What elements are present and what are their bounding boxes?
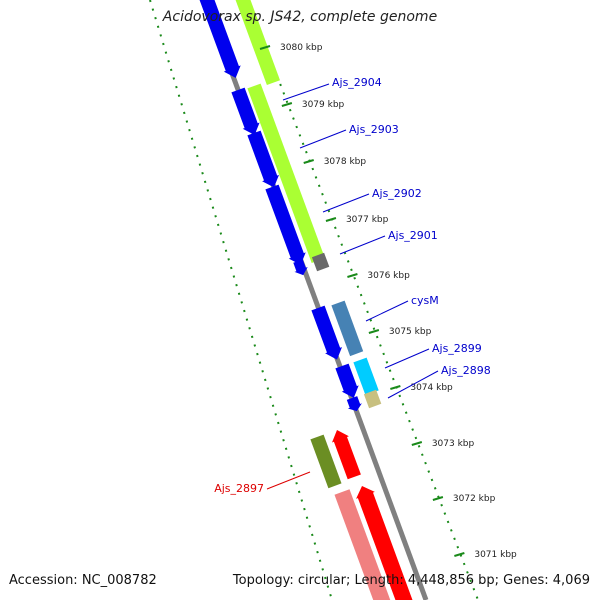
gene-feature-ajs-2898 <box>346 396 362 412</box>
scale-tick-mark <box>390 385 401 390</box>
gene-label: Ajs_2901 <box>388 229 438 242</box>
scale-tick-mark <box>454 552 465 557</box>
gene-feature-ajs-2901 <box>293 259 308 276</box>
gene-feature-ajs-2905 <box>199 0 241 78</box>
scale-tick-mark <box>281 102 293 107</box>
scale-tick-mark <box>303 159 315 164</box>
scale-tick-label: 3079 kbp <box>302 100 345 110</box>
map-title: Acidovorax sp. JS42, complete genome <box>162 9 438 25</box>
gene-label: Ajs_2897 <box>214 482 264 495</box>
gene-label-leader-line <box>282 83 330 101</box>
gene-label: Ajs_2899 <box>432 342 482 355</box>
gene-label: Ajs_2898 <box>441 364 491 377</box>
scale-tick-label: 3072 kbp <box>453 494 496 504</box>
feature-light-green-1 <box>235 0 280 85</box>
scale-tick-label: 3078 kbp <box>324 157 367 167</box>
gene-feature-ajs-2899 <box>335 363 359 398</box>
scale-tick-label: 3076 kbp <box>367 271 410 281</box>
topology-summary: Topology: circular; Length: 4,448,856 bp… <box>232 573 590 588</box>
feature-red-upper <box>332 430 361 480</box>
gene-label-leader-line <box>322 193 370 213</box>
gene-label-leader-line <box>299 129 347 149</box>
feature-gray <box>311 252 330 272</box>
gene-label: Ajs_2903 <box>349 123 399 136</box>
gene-feature-ajs-2903 <box>247 130 279 188</box>
gene-features <box>199 0 413 600</box>
feature-steel-blue <box>331 300 364 357</box>
feature-khaki <box>363 389 382 409</box>
gene-label: cysM <box>411 294 439 307</box>
scale-tick-mark <box>411 441 423 446</box>
scale-tick-mark <box>325 217 337 222</box>
gene-label-leader-line <box>365 300 409 322</box>
gene-labels: Ajs_2904 Ajs_2903 Ajs_2902 Ajs_2901 cysM Ajs_… <box>214 76 491 495</box>
scale-tick-mark <box>368 329 380 334</box>
scale-tick-mark <box>259 45 271 50</box>
scale-tick-label: 3077 kbp <box>346 215 389 225</box>
feature-light-green-2 <box>247 83 325 263</box>
scale-tick-label: 3074 kbp <box>410 383 453 393</box>
scale-tick-label: 3073 kbp <box>432 439 475 449</box>
gene-label: Ajs_2902 <box>372 187 422 200</box>
gene-feature-cysm <box>311 305 342 360</box>
scale-tick-mark <box>432 496 444 501</box>
scale-tick-label: 3075 kbp <box>389 327 432 337</box>
gene-label-leader-line <box>339 235 386 255</box>
gene-feature-ajs-2897 <box>310 434 342 489</box>
gene-label-leader-line <box>387 370 439 399</box>
gene-label: Ajs_2904 <box>332 76 382 89</box>
feature-red-lower <box>356 486 413 600</box>
feature-pink <box>334 489 391 600</box>
feature-cyan <box>353 357 379 396</box>
scale-tick-mark <box>347 273 358 278</box>
gene-feature-ajs-2904 <box>231 87 260 135</box>
scale-tick-label: 3071 kbp <box>474 550 517 560</box>
gene-feature-ajs-2902 <box>265 184 306 265</box>
scale-tick-label: 3080 kbp <box>280 43 323 53</box>
gc-dotted-track-outer <box>149 0 333 600</box>
gene-label-leader-line <box>266 471 311 490</box>
gene-label-leader-line <box>384 348 430 369</box>
accession-text: Accession: NC_008782 <box>9 573 157 588</box>
scale-ticks: 3080 kbp 3079 kbp 3078 kbp 3077 kbp 3076 kbp… <box>259 43 517 560</box>
